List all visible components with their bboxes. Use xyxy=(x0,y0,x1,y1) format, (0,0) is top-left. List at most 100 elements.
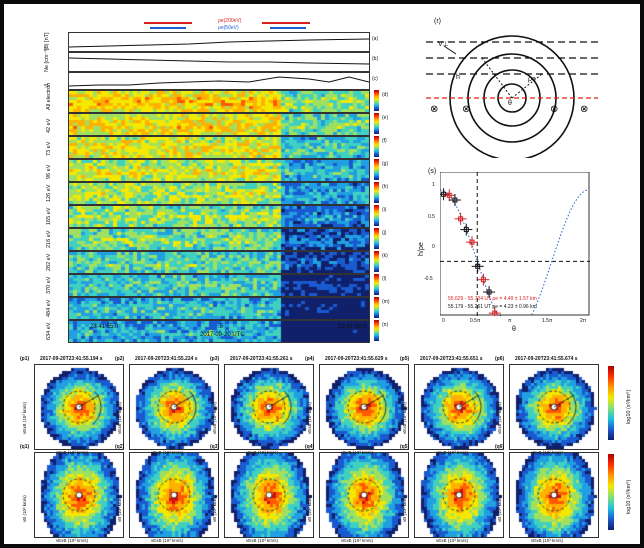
svg-text:⊗: ⊗ xyxy=(430,104,438,115)
spectrogram-panel xyxy=(68,274,370,297)
plot-s-point xyxy=(486,289,492,295)
vdf-canvas xyxy=(225,453,313,537)
spectrogram-canvas xyxy=(69,183,369,204)
vdf-canvas xyxy=(320,365,408,449)
vdf-xlabel: vExB (10³ km/s) xyxy=(246,450,279,455)
plot-s-ytick-0: 1 xyxy=(432,182,435,188)
vdf-ylabel: vB (10³ km/s) xyxy=(402,495,407,522)
vdf-xlabel: vExB (10³ km/s) xyxy=(341,538,374,543)
vdf-title: 2017-09-20T23:41:55.629 s xyxy=(325,356,388,362)
schematic-letter: (r) xyxy=(434,18,441,25)
vdf-xlabel: vExB (10³ km/s) xyxy=(436,538,469,543)
energy-label: 370 eV xyxy=(46,276,52,294)
svg-text:⊗: ⊗ xyxy=(580,104,588,115)
energy-label: 73 eV xyxy=(46,141,52,156)
panel-letter: (f) xyxy=(382,138,387,144)
vdf-label: (p4) xyxy=(305,356,315,362)
plot-s-legend-red: 55.629 - 55.704 UT ρe = 4.49 ± 1.57 km xyxy=(448,296,537,302)
vdf-colorbar-top xyxy=(608,366,614,440)
vdf-xlabel: vExB (10³ km/s) xyxy=(436,450,469,455)
plot-s-xtick-2: π xyxy=(508,318,512,324)
spectrogram-canvas xyxy=(69,114,369,135)
vdf-xlabel: vExB (10³ km/s) xyxy=(341,450,374,455)
label-ne: Ne [cm⁻³] xyxy=(44,48,50,72)
vdf-xlabel: vExB (10³ km/s) xyxy=(151,538,184,543)
panel-letter: (a) xyxy=(372,36,379,42)
vdf-canvas xyxy=(415,365,503,449)
plot-s-frame xyxy=(440,172,590,316)
vdf-title: 2017-09-20T23:41:55.261 s xyxy=(230,356,293,362)
vdf-label: (q3) xyxy=(210,444,220,450)
vdf-cbar-label-top: log10 (s³/km⁶) xyxy=(626,389,632,424)
panel-letter: (j) xyxy=(382,230,387,236)
plot-s-xtick-1: 0.5π xyxy=(470,318,481,324)
panel-letter: (l) xyxy=(382,276,387,282)
plot-s-xlabel: θ xyxy=(512,326,516,333)
vdf-panel xyxy=(509,452,599,538)
panel-sqrt xyxy=(68,72,370,90)
vdf-label: (p2) xyxy=(115,356,125,362)
vdf-label: (q6) xyxy=(495,444,505,450)
vdf-canvas xyxy=(415,453,503,537)
panel-letter: (e) xyxy=(382,115,389,121)
rho-bar-high xyxy=(144,22,192,24)
time-tick-3: 23:41:56.0 xyxy=(338,324,367,330)
energy-label: All electron xyxy=(46,82,52,110)
panel-letter: (h) xyxy=(382,184,389,190)
vdf-cbar-label-bottom: log10 (s³/km⁶) xyxy=(626,479,632,514)
plot-s-xtick-4: 2π xyxy=(580,318,587,324)
plot-s-point xyxy=(446,192,452,198)
plot-s-point xyxy=(469,239,475,245)
vdf-ylabel: vB (10³ km/s) xyxy=(212,495,217,522)
vdf-panel xyxy=(34,364,124,450)
spectrogram-panel xyxy=(68,320,370,343)
vdf-panel xyxy=(319,452,409,538)
plot-s-point xyxy=(458,216,464,222)
plot-s-ytick-3: -0.5 xyxy=(424,276,433,282)
vdf-panel xyxy=(224,364,314,450)
vdf-panel xyxy=(129,452,219,538)
plot-s-point xyxy=(441,191,447,197)
schematic-h: h xyxy=(456,74,460,81)
spectrogram-canvas xyxy=(69,91,369,112)
spectrogram-canvas xyxy=(69,252,369,273)
spectrogram-colorbar xyxy=(374,320,379,341)
plot-s-xtick-0: 0 xyxy=(442,318,445,324)
vdf-ylabel: vExB (10³ km/s) xyxy=(402,401,407,434)
vdf-ylabel: vExB (10³ km/s) xyxy=(497,401,502,434)
schematic-rho: ρe xyxy=(528,76,536,83)
spectrogram-colorbar xyxy=(374,251,379,272)
plot-s-legend-black: 55.179 - 55.261 UT ρe = 4.23 ± 0.96 km xyxy=(448,304,537,310)
rho-bar-low-2 xyxy=(270,27,306,29)
panel-letter: (m) xyxy=(382,299,390,305)
vdf-ylabel: vB (10³ km/s) xyxy=(497,495,502,522)
energy-label: 634 eV xyxy=(46,322,52,340)
vdf-ylabel: vExB (10³ km/s) xyxy=(22,401,27,434)
spectrogram-panel xyxy=(68,182,370,205)
vdf-canvas xyxy=(35,365,123,449)
vdf-xlabel: vExB (10³ km/s) xyxy=(531,538,564,543)
panel-letter: (k) xyxy=(382,253,388,259)
spectrogram-canvas xyxy=(69,160,369,181)
vdf-canvas xyxy=(320,453,408,537)
vdf-panel xyxy=(34,452,124,538)
vdf-canvas xyxy=(130,453,218,537)
spectrogram-panel xyxy=(68,205,370,228)
svg-text:⊗: ⊗ xyxy=(462,104,470,115)
plot-s-point xyxy=(475,263,481,269)
vdf-label: (q1) xyxy=(20,444,30,450)
panel-letter: (c) xyxy=(372,76,378,82)
spectrogram-colorbar xyxy=(374,159,379,180)
panel-letter: (b) xyxy=(372,56,379,62)
spectrogram-colorbar xyxy=(374,205,379,226)
vdf-canvas xyxy=(130,365,218,449)
panel-letter: (g) xyxy=(382,161,389,167)
vdf-panel xyxy=(414,364,504,450)
plot-s-point xyxy=(480,277,486,283)
vdf-label: (p5) xyxy=(400,356,410,362)
vdf-colorbar-bottom xyxy=(608,454,614,530)
density-line xyxy=(68,57,370,65)
energy-label: 165 eV xyxy=(46,207,52,225)
rho-low-label: ρe(50eV) xyxy=(218,25,239,31)
panel-b-field xyxy=(68,32,370,52)
